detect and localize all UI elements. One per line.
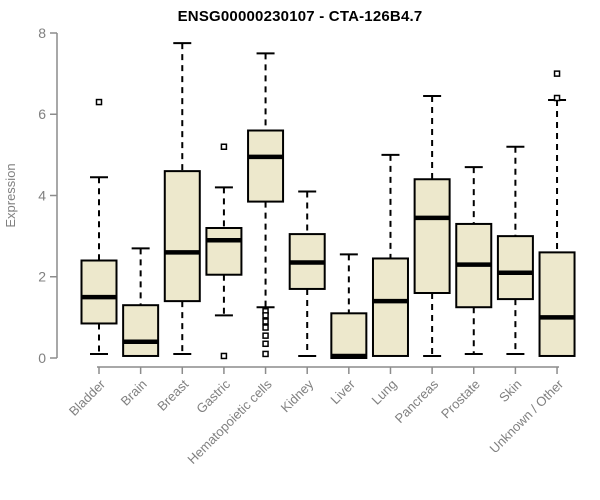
outlier-point — [220, 352, 228, 360]
box-unknown-other — [538, 70, 576, 357]
x-tick-label: Bladder — [66, 376, 109, 419]
x-tick-label: Prostate — [438, 377, 483, 422]
outlier-point — [220, 143, 228, 150]
outlier-point — [262, 340, 269, 348]
box-gastric — [205, 143, 243, 360]
box-prostate — [455, 166, 493, 355]
x-tick-label: Unknown / Other — [487, 376, 567, 456]
outlier-point — [262, 318, 269, 325]
iqr-box — [371, 257, 409, 357]
iqr-box — [205, 227, 243, 276]
y-tick-label: 0 — [38, 350, 46, 366]
y-axis-label: Expression — [3, 163, 18, 227]
outlier-point — [95, 98, 103, 106]
outlier-point — [262, 312, 269, 319]
iqr-box — [247, 129, 285, 203]
outlier-point — [553, 94, 561, 102]
iqr-box — [122, 304, 160, 357]
y-axis: 0 2 4 6 8 Expression — [3, 25, 58, 366]
box-liver — [330, 253, 368, 359]
x-tick-label: Pancreas — [392, 376, 442, 426]
iqr-box — [80, 259, 118, 325]
box-lung — [371, 153, 409, 357]
iqr-box — [413, 178, 451, 294]
x-tick-label: Breast — [154, 376, 191, 413]
x-tick-label: Liver — [327, 376, 358, 407]
x-tick-label: Lung — [369, 377, 400, 408]
box-hematopoietic-cells — [247, 52, 285, 358]
y-tick-label: 6 — [38, 106, 46, 122]
outlier-point — [553, 70, 561, 77]
y-tick-label: 8 — [38, 25, 46, 41]
x-tick-label: Skin — [496, 377, 524, 405]
box-bladder — [80, 98, 118, 355]
x-tick-label: Kidney — [278, 376, 317, 415]
x-tick-label: Gastric — [193, 376, 233, 416]
outlier-point — [262, 350, 269, 358]
iqr-box — [496, 235, 534, 301]
box-pancreas — [413, 94, 451, 357]
box-skin — [496, 145, 534, 355]
x-tick-label: Brain — [118, 377, 150, 409]
iqr-box — [538, 251, 576, 357]
y-tick-label: 2 — [38, 269, 46, 285]
outlier-point — [262, 324, 269, 331]
box-breast — [163, 42, 201, 355]
iqr-box — [163, 170, 201, 303]
outlier-point — [262, 332, 269, 339]
box-brain — [122, 247, 160, 357]
y-tick-label: 4 — [38, 187, 46, 203]
box-kidney — [288, 190, 326, 357]
chart-title: ENSG00000230107 - CTA-126B4.7 — [177, 8, 423, 25]
iqr-box — [330, 312, 368, 359]
